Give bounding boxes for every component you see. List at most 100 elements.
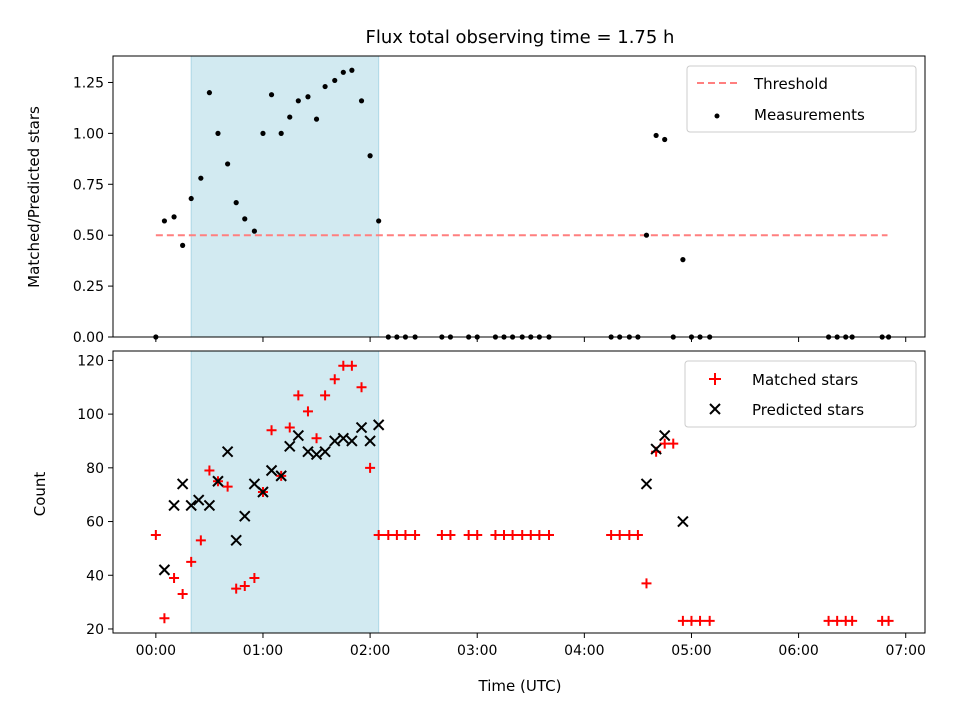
legend-bottom-frame: [684, 360, 917, 428]
measurement-point: [260, 130, 266, 136]
matched-star-point: [293, 390, 304, 401]
predicted-star-point: [203, 499, 216, 512]
top-axes: 0.00 0.25 0.50 0.75 1.00 1.25: [73, 55, 926, 346]
predicted-star-point: [302, 446, 314, 458]
matched-star-point: [320, 390, 331, 401]
matched-star-point: [365, 462, 376, 473]
predicted-star-point: [319, 446, 331, 458]
matched-star-point: [186, 556, 197, 567]
matched-star-point: [284, 422, 295, 433]
predicted-star-point: [239, 510, 251, 522]
top-ylabel: Matched/Predicted stars: [25, 106, 43, 288]
top-ytick-label: 0.50: [73, 228, 104, 244]
matched-star-point: [847, 615, 858, 626]
bottom-ytick-label: 40: [86, 568, 104, 584]
top-ytick-label: 0.00: [73, 330, 104, 346]
matched-star-point: [659, 438, 670, 449]
bottom-ytick-label: 120: [77, 353, 104, 369]
legend-threshold-label: Threshold: [753, 75, 828, 93]
measurement-point: [206, 90, 213, 96]
predicted-star-point: [372, 419, 385, 431]
top-axes-frame: [112, 55, 926, 338]
predicted-star-point: [677, 515, 689, 528]
matched-star-point: [329, 374, 340, 385]
matched-star-point: [222, 481, 233, 492]
matched-star-point: [159, 613, 170, 624]
measurement-point: [233, 200, 239, 206]
matched-star-point: [346, 360, 357, 371]
predicted-star-point: [310, 448, 323, 461]
top-ytick-label: 0.75: [73, 177, 104, 193]
legend-top-frame: [686, 65, 917, 133]
matched-star-point: [517, 529, 528, 540]
matched-star-point: [356, 382, 367, 393]
measurement-point: [680, 257, 686, 263]
matched-star-point: [231, 583, 242, 594]
legend-matched-swatch: [709, 373, 721, 385]
top-ytick-label: 0.25: [73, 279, 104, 295]
legend-bottom: Matched stars Predicted stars: [684, 360, 917, 428]
measurement-point: [287, 114, 293, 120]
measurement-point: [322, 83, 328, 90]
bottom-ytick-label: 20: [86, 622, 104, 638]
measurement-point: [358, 98, 365, 104]
matched-star-point: [632, 529, 643, 540]
matched-star-point: [677, 615, 688, 626]
legend-matched-label: Matched stars: [752, 371, 858, 389]
legend-predicted-swatch: [709, 403, 721, 415]
matched-star-point: [266, 425, 277, 436]
matched-star-point: [534, 529, 545, 540]
predicted-star-point: [176, 478, 189, 490]
legend-measurements-swatch: [714, 113, 720, 119]
matched-star-point: [832, 615, 843, 626]
matched-star-point: [507, 529, 518, 540]
measurement-point: [251, 228, 258, 234]
predicted-star-point: [284, 440, 296, 453]
measurement-point: [367, 153, 373, 159]
bottom-observing-span: [190, 350, 380, 634]
bottom-xtick-label: 07:00: [886, 643, 926, 659]
measurement-point: [198, 175, 204, 181]
predicted-star-point: [212, 475, 224, 487]
measurement-point: [305, 94, 311, 100]
matched-star-point: [391, 529, 402, 540]
predicted-star-point: [640, 478, 653, 490]
measurement-point: [268, 92, 275, 98]
measurement-point: [295, 98, 301, 104]
matched-star-point: [195, 535, 206, 546]
predicted-star-point: [221, 446, 234, 458]
legend-predicted-label: Predicted stars: [752, 401, 864, 419]
predicted-star-point: [346, 435, 358, 447]
predicted-star-point: [192, 494, 205, 506]
matched-star-point: [177, 589, 188, 600]
matched-star-point: [695, 615, 706, 626]
predicted-star-point: [265, 464, 278, 477]
bottom-axes-frame: [112, 350, 926, 634]
matched-star-point: [169, 572, 180, 583]
bottom-xlabel: Time (UTC): [478, 677, 562, 695]
measurement-point: [225, 161, 231, 167]
matched-star-point: [525, 529, 536, 540]
matched-star-point: [373, 529, 384, 540]
measurement-point: [313, 116, 320, 122]
matched-star-point: [338, 360, 349, 371]
bottom-xtick-label: 05:00: [671, 643, 711, 659]
matched-star-point: [383, 529, 394, 540]
matched-star-point: [204, 465, 215, 476]
bottom-xtick-label: 02:00: [350, 643, 390, 659]
matched-star-point: [436, 529, 447, 540]
bottom-xtick-label: 01:00: [243, 643, 283, 659]
bottom-ylabel: Count: [31, 472, 49, 517]
measurement-point: [340, 69, 346, 75]
bottom-ytick-label: 100: [77, 407, 104, 423]
measurement-point: [171, 214, 177, 220]
bottom-axes: 20 40 60 80 100 120 00:00 01:00 02:00 03:00 04:00 0…: [77, 350, 926, 659]
matched-star-point: [499, 529, 510, 540]
top-ytick-label: 1.25: [73, 75, 104, 91]
matched-star-point: [445, 529, 456, 540]
predicted-star-point: [185, 499, 197, 512]
matched-star-point: [704, 615, 715, 626]
measurement-point: [653, 132, 659, 139]
measurement-point: [376, 218, 382, 224]
